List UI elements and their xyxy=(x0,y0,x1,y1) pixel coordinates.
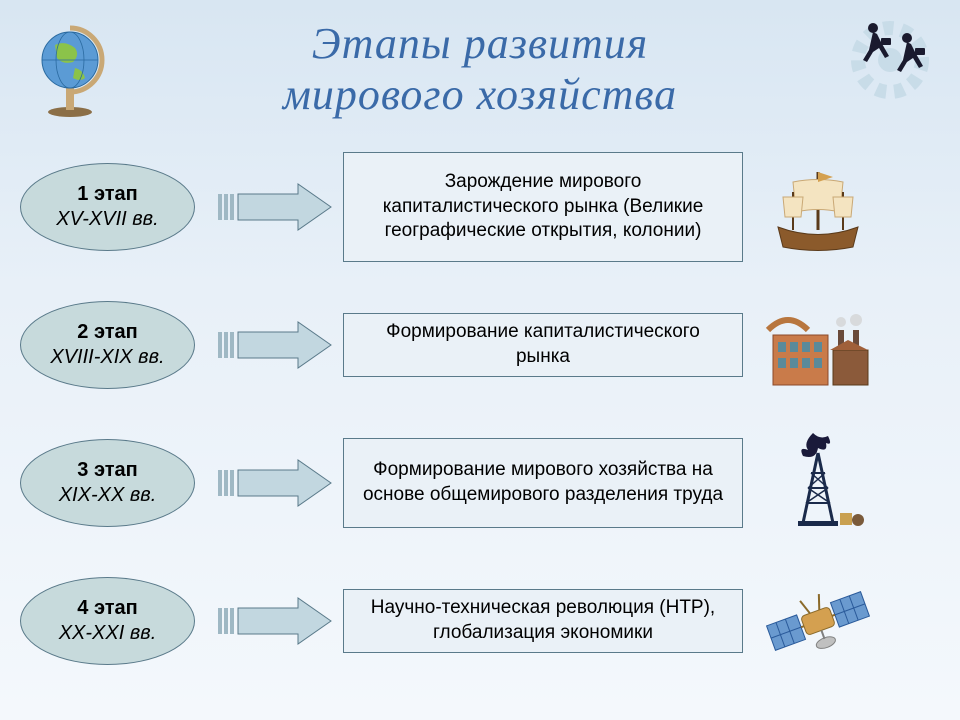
runners-gear-icon xyxy=(825,10,945,110)
stage-row-4: 4 этап XX-XXI вв. Научно-техническая рев… xyxy=(0,566,960,676)
globe-icon xyxy=(25,20,115,120)
stage-period: XV-XVII вв. xyxy=(56,208,158,231)
stage-period: XX-XXI вв. xyxy=(59,622,157,645)
stage-name: 4 этап xyxy=(77,597,137,620)
stage-period: XVIII-XIX вв. xyxy=(50,346,164,369)
stages-container: 1 этап XV-XVII вв. Зарождение мирового к… xyxy=(0,140,960,676)
stage-desc-1: Зарождение мирового капиталистического р… xyxy=(343,152,743,262)
oil-rig-icon xyxy=(758,428,878,538)
arrow-icon xyxy=(213,458,333,508)
factory-icon xyxy=(758,290,878,400)
stage-ellipse-2: 2 этап XVIII-XIX вв. xyxy=(20,301,195,389)
header: Этапы развития мирового хозяйства xyxy=(0,0,960,140)
stage-name: 2 этап xyxy=(77,321,137,344)
satellite-icon xyxy=(758,566,878,676)
stage-ellipse-4: 4 этап XX-XXI вв. xyxy=(20,577,195,665)
arrow-icon xyxy=(213,320,333,370)
arrow-icon xyxy=(213,596,333,646)
title-line-2: мирового хозяйства xyxy=(283,70,677,119)
stage-row-3: 3 этап XIX-XX вв. Формирование мирового … xyxy=(0,428,960,538)
title-line-1: Этапы развития xyxy=(312,19,648,68)
stage-ellipse-1: 1 этап XV-XVII вв. xyxy=(20,163,195,251)
stage-desc-4: Научно-техническая революция (НТР), глоб… xyxy=(343,589,743,653)
stage-ellipse-3: 3 этап XIX-XX вв. xyxy=(20,439,195,527)
page-title: Этапы развития мирового хозяйства xyxy=(0,19,960,120)
stage-name: 3 этап xyxy=(77,459,137,482)
stage-desc-2: Формирование капиталистического рынка xyxy=(343,313,743,377)
stage-desc-3: Формирование мирового хозяйства на основ… xyxy=(343,438,743,528)
stage-row-1: 1 этап XV-XVII вв. Зарождение мирового к… xyxy=(0,152,960,262)
stage-name: 1 этап xyxy=(77,183,137,206)
stage-period: XIX-XX вв. xyxy=(59,484,157,507)
arrow-icon xyxy=(213,182,333,232)
ship-icon xyxy=(758,152,878,262)
stage-row-2: 2 этап XVIII-XIX вв. Формирование капита… xyxy=(0,290,960,400)
